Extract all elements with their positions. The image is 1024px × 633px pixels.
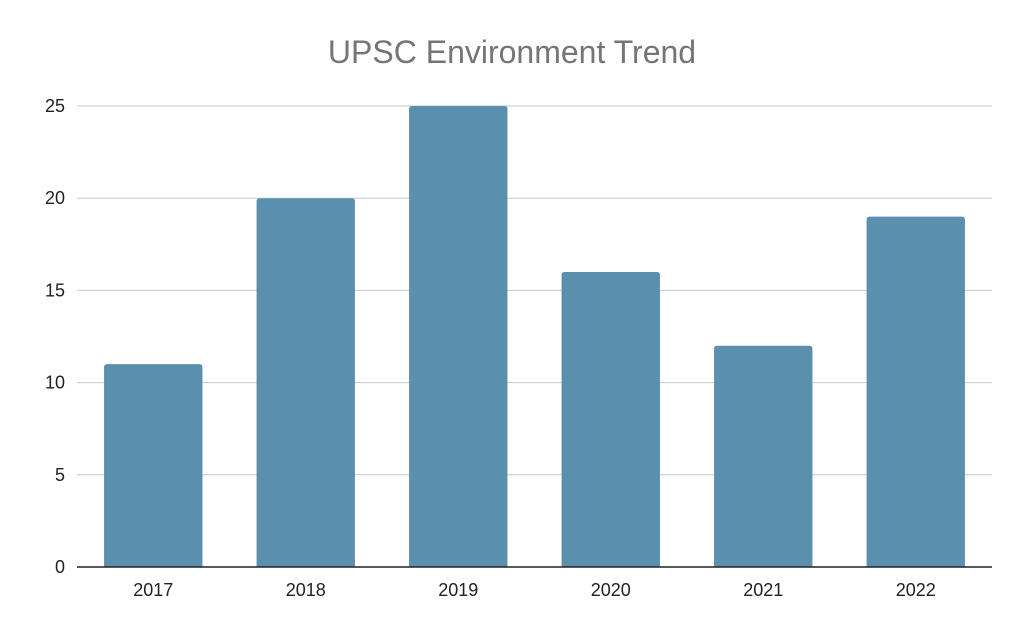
bar-2021 [714,345,813,567]
x-axis-ticks: 2017 2018 2019 2020 2021 2022 [133,580,936,600]
bar-2018 [256,198,355,567]
gridlines [77,105,992,476]
x-tick-label: 2018 [286,580,326,600]
x-tick-label: 2020 [591,580,631,600]
bar-2022 [866,216,965,567]
bar-2020 [561,271,660,567]
bars [104,106,965,567]
x-tick-label: 2022 [896,580,936,600]
y-axis-ticks: 0 5 10 15 20 25 [45,96,65,577]
chart-title: UPSC Environment Trend [327,34,697,70]
x-tick-label: 2017 [133,580,173,600]
y-tick-label: 20 [45,188,65,208]
y-tick-label: 0 [55,557,65,577]
bar-2019 [409,106,508,567]
x-tick-label: 2019 [438,580,478,600]
y-tick-label: 25 [45,96,65,116]
bar-2017 [104,364,203,567]
y-tick-label: 15 [45,280,65,300]
y-tick-label: 10 [45,373,65,393]
y-tick-label: 5 [55,465,65,485]
x-tick-label: 2021 [743,580,783,600]
